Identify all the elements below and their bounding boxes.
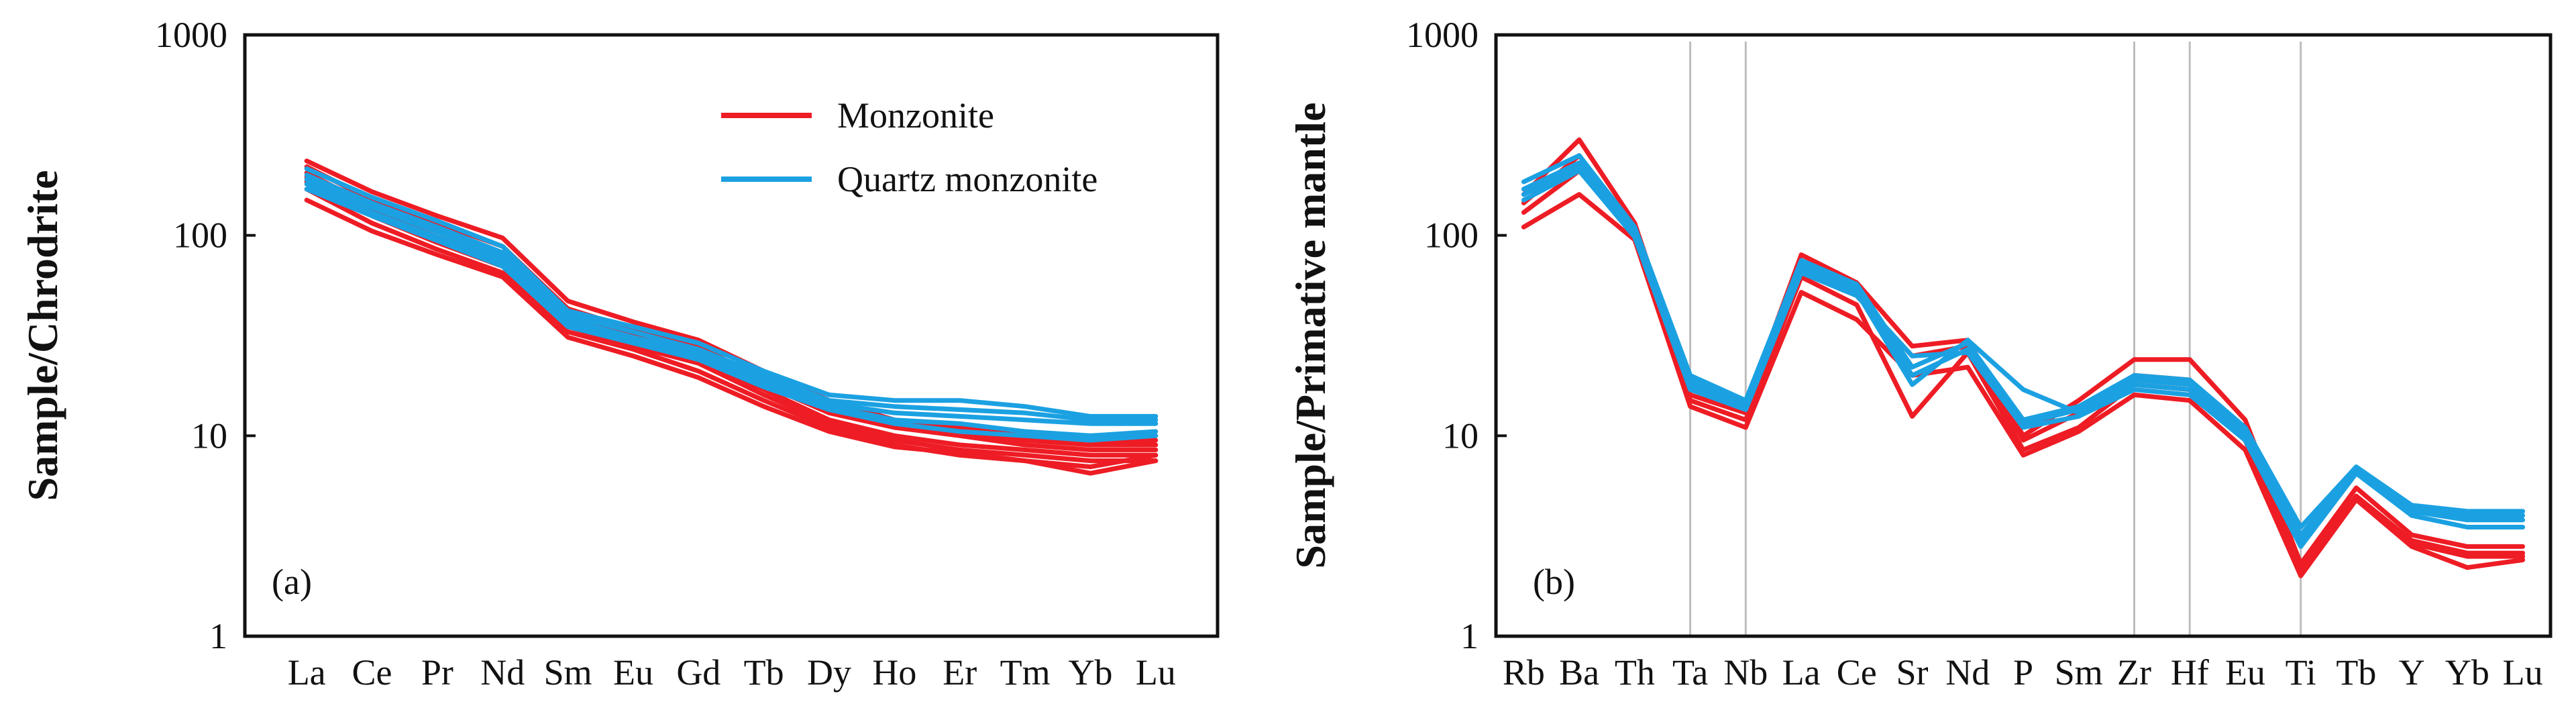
x-tick-label-er: Er xyxy=(943,652,977,693)
x-tick-label-ce: Ce xyxy=(352,652,392,693)
x-tick-label-yb: Yb xyxy=(2445,652,2489,693)
x-tick-label-y: Y xyxy=(2399,652,2425,693)
x-tick-label-lu: Lu xyxy=(2503,652,2543,693)
legend: Monzonite Quartz monzonite xyxy=(721,95,1097,199)
series-line-monzonite xyxy=(304,164,1159,448)
y-tick-label: 100 xyxy=(1424,215,1479,256)
x-tick-label-ba: Ba xyxy=(1559,652,1599,693)
x-tick-label-pr: Pr xyxy=(421,652,453,693)
series-line-quartz-monzonite xyxy=(304,181,1159,438)
x-tick-label-eu: Eu xyxy=(613,652,653,693)
x-tick-label-eu: Eu xyxy=(2225,652,2265,693)
series-line-monzonite xyxy=(304,197,1159,470)
series-line-quartz-monzonite xyxy=(304,187,1159,443)
series-line-quartz-monzonite xyxy=(304,176,1159,426)
x-tick-label-p: P xyxy=(2013,652,2033,693)
x-tick-label-sr: Sr xyxy=(1896,652,1929,693)
y-axis-ticks: 1 10 100 1000 xyxy=(155,15,256,656)
y-tick-label: 100 xyxy=(173,215,227,256)
x-tick-label-dy: Dy xyxy=(807,652,851,693)
series-line-quartz-monzonite xyxy=(1521,168,2526,549)
series-layer xyxy=(304,158,1159,476)
y-tick-label: 10 xyxy=(191,415,227,456)
x-tick-label-th: Th xyxy=(1615,652,1655,693)
y-axis-label: Sample/Chrodrite xyxy=(19,170,66,501)
plot-frame xyxy=(1494,33,2553,638)
y-tick-label: 10 xyxy=(1442,415,1479,456)
x-tick-label-yb: Yb xyxy=(1068,652,1112,693)
x-tick-label-zr: Zr xyxy=(2117,652,2151,693)
x-tick-label-nd: Nd xyxy=(1945,652,1990,693)
y-tick-label: 1000 xyxy=(155,15,227,55)
y-axis-label: Sample/Primative mantle xyxy=(1287,103,1334,569)
y-axis-ticks: 1 10 100 1000 xyxy=(1406,15,1507,656)
plot-frame xyxy=(243,33,1220,638)
series-line-monzonite xyxy=(304,158,1159,443)
series-line-quartz-monzonite xyxy=(304,166,1159,419)
x-tick-label-gd: Gd xyxy=(676,652,720,693)
x-tick-label-nb: Nb xyxy=(1723,652,1768,693)
chart-panel-b: 1 10 100 1000 Rb Ba Th Ta Nb La Ce Sr Nd P Sm Zr Hf Eu Ti… xyxy=(1287,15,2553,693)
x-tick-label-ho: Ho xyxy=(872,652,916,693)
x-tick-label-rb: Rb xyxy=(1503,652,1545,693)
x-tick-label-lu: Lu xyxy=(1136,652,1176,693)
x-tick-label-sm: Sm xyxy=(544,652,592,693)
x-tick-label-ta: Ta xyxy=(1672,652,1708,693)
y-tick-label: 1 xyxy=(209,616,227,656)
panel-label: (a) xyxy=(272,562,312,602)
series-line-monzonite xyxy=(1521,192,2526,578)
y-tick-label: 1 xyxy=(1460,616,1479,656)
x-tick-label-hf: Hf xyxy=(2171,652,2209,693)
legend-label-monzonite: Monzonite xyxy=(837,95,994,136)
x-tick-label-la: La xyxy=(288,652,326,693)
series-line-quartz-monzonite xyxy=(304,172,1159,423)
series-layer xyxy=(1521,137,2526,578)
x-tick-label-la: La xyxy=(1782,652,1821,693)
x-axis-ticks: La Ce Pr Nd Sm Eu Gd Tb Dy Ho Er Tm Yb Lu xyxy=(288,652,1176,693)
x-tick-label-tb: Tb xyxy=(744,652,784,693)
x-tick-label-ce: Ce xyxy=(1837,652,1877,693)
legend-label-quartz-monzonite: Quartz monzonite xyxy=(837,159,1097,199)
panel-label: (b) xyxy=(1533,562,1575,602)
x-tick-label-tb: Tb xyxy=(2336,652,2376,693)
x-tick-label-ti: Ti xyxy=(2286,652,2316,693)
x-axis-ticks: Rb Ba Th Ta Nb La Ce Sr Nd P Sm Zr Hf Eu Ti Tb Y Yb Lu xyxy=(1503,652,2543,693)
y-tick-label: 1000 xyxy=(1406,15,1479,55)
x-tick-label-sm: Sm xyxy=(2055,652,2103,693)
reference-line-layer xyxy=(1689,42,2302,636)
x-tick-label-nd: Nd xyxy=(480,652,525,693)
x-tick-label-tm: Tm xyxy=(1000,652,1051,693)
